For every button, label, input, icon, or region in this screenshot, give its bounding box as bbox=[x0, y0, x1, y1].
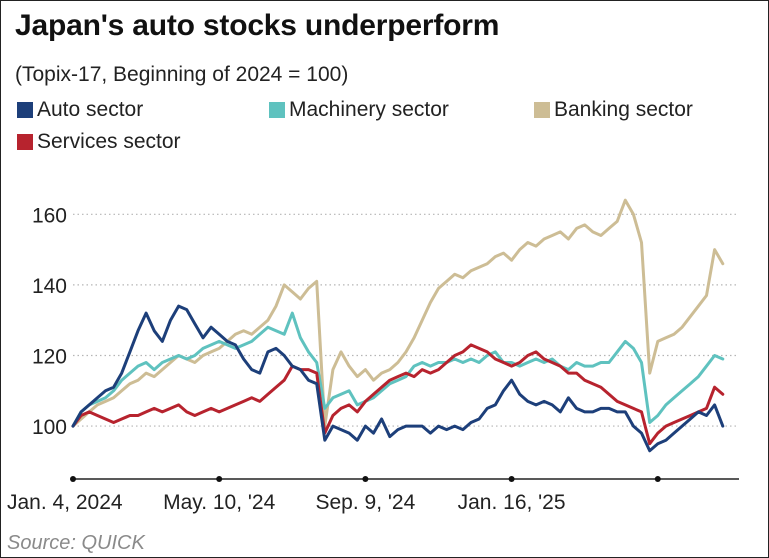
x-tick-mark bbox=[508, 476, 515, 482]
series-line-banking bbox=[71, 198, 725, 428]
x-tick-label: Jan. 4, 2024 bbox=[7, 491, 123, 514]
x-tick-mark bbox=[362, 476, 369, 482]
x-tick-label: May. 10, '24 bbox=[163, 491, 275, 514]
legend-label-machinery: Machinery sector bbox=[289, 98, 449, 121]
x-tick-mark bbox=[654, 476, 661, 482]
y-tick-label: 160 bbox=[32, 204, 67, 227]
legend-swatch-machinery bbox=[269, 102, 285, 118]
chart-title: Japan's auto stocks underperform bbox=[15, 9, 500, 42]
series-line-auto bbox=[71, 304, 725, 453]
legend-label-auto: Auto sector bbox=[37, 98, 144, 121]
y-tick-label: 140 bbox=[32, 275, 67, 298]
y-tick-label: 120 bbox=[32, 345, 67, 368]
series-line-services bbox=[71, 343, 725, 446]
legend-label-banking: Banking sector bbox=[554, 98, 693, 121]
legend-swatch-services bbox=[17, 134, 33, 150]
x-tick-mark bbox=[216, 476, 223, 482]
legend-item-banking: Banking sector bbox=[534, 98, 693, 122]
x-tick-mark bbox=[70, 476, 76, 482]
series-line-machinery bbox=[71, 311, 725, 428]
chart-subtitle: (Topix-17, Beginning of 2024 = 100) bbox=[15, 63, 349, 86]
y-tick-label: 100 bbox=[32, 416, 67, 439]
x-tick-label: Sep. 9, '24 bbox=[316, 491, 416, 514]
legend-item-services: Services sector bbox=[17, 130, 181, 154]
legend-label-services: Services sector bbox=[37, 130, 181, 153]
x-tick-label: Jan. 16, '25 bbox=[458, 491, 566, 514]
legend-swatch-banking bbox=[534, 102, 550, 118]
chart-source: Source: QUICK bbox=[7, 532, 145, 554]
legend-item-auto: Auto sector bbox=[17, 98, 143, 122]
legend-item-machinery: Machinery sector bbox=[269, 98, 449, 122]
legend-swatch-auto bbox=[17, 102, 33, 118]
